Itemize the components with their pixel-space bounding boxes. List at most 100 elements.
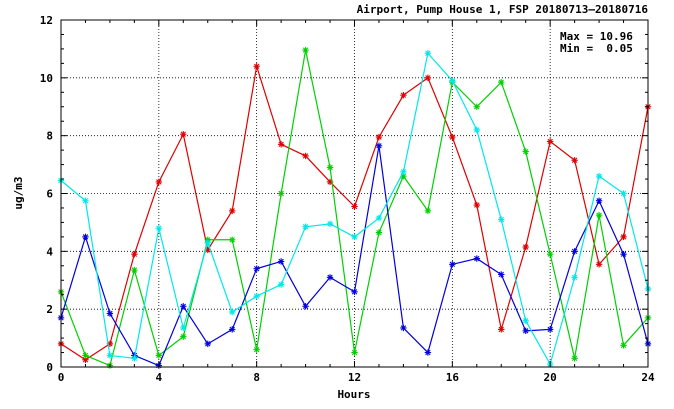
series-4-point (522, 317, 529, 324)
series-2-point (546, 251, 554, 258)
series-4-point (375, 214, 383, 222)
series-2-point (498, 78, 505, 86)
series-3-point (180, 303, 187, 310)
series-2-point (375, 229, 383, 236)
series-3-point (498, 271, 505, 278)
series-4-point (326, 220, 334, 228)
series-4-point (82, 197, 89, 204)
series-2-point (277, 190, 285, 197)
series-1-point (546, 138, 554, 145)
series-4-point (106, 352, 114, 359)
series-2-point (131, 266, 138, 274)
series-2-point (595, 211, 603, 219)
series-3-point (229, 326, 236, 333)
y-tick-label: 10 (40, 72, 53, 85)
x-axis-label: Hours (337, 388, 370, 401)
series-2-point (180, 333, 187, 340)
y-tick-label: 12 (40, 14, 53, 27)
series-4-point (473, 126, 480, 134)
series-4-point (498, 216, 505, 223)
series-2-point (302, 46, 309, 54)
series-2-point (82, 352, 89, 359)
y-tick-label: 8 (46, 130, 53, 143)
series-4-point (424, 50, 432, 57)
series-1-point (620, 233, 627, 241)
series-1-point (473, 201, 480, 209)
series-4-point (620, 190, 627, 197)
series-1-point (277, 141, 285, 148)
x-tick-label: 4 (156, 371, 163, 384)
series-2-point (424, 207, 432, 215)
series-1-point (302, 152, 309, 160)
x-tick-label: 20 (544, 371, 557, 384)
series-4-point (302, 223, 309, 230)
series-4-point (400, 168, 407, 176)
series-4-point (155, 225, 163, 232)
series-2-point (522, 148, 529, 155)
series-4-point (595, 172, 603, 180)
chart-title: Airport, Pump House 1, FSP 20180713–2018… (357, 3, 649, 16)
series-3-point (424, 349, 432, 356)
series-3-point (82, 233, 89, 241)
x-tick-label: 24 (641, 371, 655, 384)
x-tick-label: 16 (446, 371, 460, 384)
series-2-point (155, 352, 163, 359)
series-1-point (229, 207, 236, 215)
series-1-point (400, 91, 407, 99)
series-4-point (180, 324, 187, 332)
series-3-point (351, 288, 358, 296)
series-3-point (522, 327, 529, 335)
series-1-point (595, 261, 603, 268)
series-3-point (302, 303, 309, 310)
series-1-point (571, 157, 578, 164)
x-tick-label: 0 (58, 371, 65, 384)
series-3-point (620, 251, 627, 258)
min-label: Min = 0.05 (560, 42, 633, 55)
series-3-point (571, 248, 578, 255)
series-4-point (449, 77, 456, 84)
series-3-point (326, 274, 334, 281)
series-1-point (424, 74, 432, 82)
series-3-point (253, 265, 260, 272)
series-4-point (253, 292, 260, 300)
max-label: Max = 10.96 (560, 30, 633, 43)
x-tick-label: 12 (348, 371, 361, 384)
series-3-point (106, 310, 114, 317)
series-1-point (253, 63, 260, 70)
series-2-point (351, 349, 358, 356)
series-4-point (351, 233, 358, 241)
series-1-point (131, 251, 138, 258)
series-4-point (204, 239, 211, 246)
series-2-point (620, 342, 627, 349)
grid-layer (61, 20, 648, 367)
series-3-point (546, 326, 554, 333)
series-3-point (449, 261, 456, 268)
series-1-point (351, 203, 358, 210)
series-2-point (253, 346, 260, 353)
y-tick-label: 0 (46, 361, 53, 374)
series-2-point (229, 236, 236, 243)
series-3-point (375, 142, 383, 149)
y-tick-label: 4 (46, 245, 53, 258)
series-3-point (400, 324, 407, 332)
series-1-point (449, 133, 456, 141)
series-4-point (277, 281, 285, 288)
series-1-point (82, 356, 89, 363)
series-3-point (473, 255, 480, 262)
series-2-point (473, 103, 480, 110)
x-tick-label: 8 (253, 371, 260, 384)
series-1-point (155, 178, 163, 186)
series-1-point (498, 326, 505, 333)
series-3-point (277, 258, 285, 265)
series-1-point (522, 243, 529, 251)
series-3-point (595, 197, 603, 204)
y-axis-label: ug/m3 (12, 176, 25, 209)
series-4-point (131, 355, 138, 362)
series-2-point (326, 164, 334, 171)
series-3-point (204, 340, 211, 348)
y-tick-label: 6 (46, 188, 53, 201)
series-1-point (375, 133, 383, 141)
